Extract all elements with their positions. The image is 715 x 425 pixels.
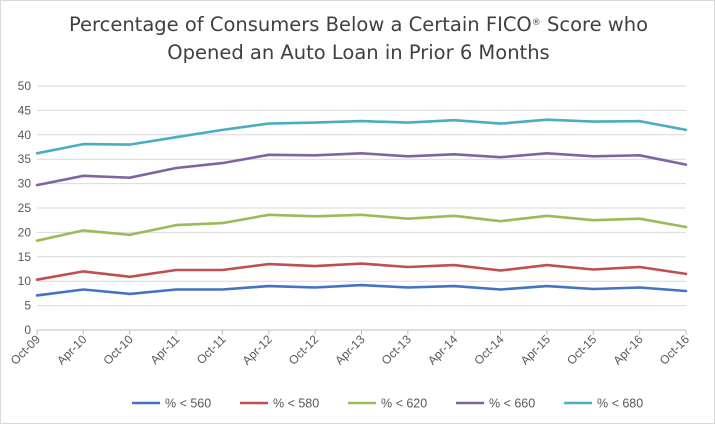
- x-tick-label: Oct-12: [286, 332, 322, 368]
- x-tick-label: Oct-13: [379, 332, 415, 368]
- chart-title-line2: Opened an Auto Loan in Prior 6 Months: [167, 41, 550, 64]
- chart-title: Percentage of Consumers Below a Certain …: [1, 11, 715, 67]
- legend-item-3: % < 620: [348, 397, 427, 411]
- series-line-5: [35, 118, 688, 155]
- x-tick-label: Apr-16: [610, 332, 646, 368]
- x-tick-label: Apr-10: [54, 332, 90, 368]
- x-tick-label: Oct-09: [8, 332, 44, 368]
- x-tick-label: Apr-11: [147, 332, 182, 367]
- x-tick-label: Apr-13: [332, 332, 368, 368]
- series-line-4: [35, 152, 688, 187]
- y-tick-label: 0: [24, 323, 31, 337]
- series-line-2: [35, 262, 688, 282]
- y-tick-label: 10: [18, 274, 32, 288]
- series-line-1: [35, 283, 688, 297]
- x-tick-label: Apr-12: [240, 332, 276, 368]
- y-tick-label: 40: [18, 128, 32, 142]
- legend-item-1: % < 560: [132, 397, 211, 411]
- y-tick-label: 20: [18, 225, 32, 239]
- y-tick-label: 45: [18, 103, 32, 117]
- series-line-3: [35, 213, 688, 242]
- legend-item-5: % < 680: [564, 397, 643, 411]
- legend-label: % < 580: [273, 397, 319, 411]
- x-tick-label: Oct-15: [564, 332, 600, 368]
- legend-item-2: % < 580: [240, 397, 319, 411]
- x-tick-label: Apr-14: [425, 332, 461, 368]
- legend-item-4: % < 660: [456, 397, 535, 411]
- x-tick-label: Apr-15: [518, 332, 554, 368]
- x-tick-label: Oct-14: [471, 332, 507, 368]
- y-tick-label: 15: [18, 250, 32, 264]
- y-tick-label: 30: [18, 177, 32, 191]
- x-tick-label: Oct-10: [100, 332, 136, 368]
- legend-label: % < 660: [489, 397, 535, 411]
- legend-label: % < 620: [381, 397, 427, 411]
- y-tick-label: 50: [18, 79, 32, 93]
- legend-label: % < 560: [165, 397, 211, 411]
- legend-label: % < 680: [597, 397, 643, 411]
- x-tick-label: Oct-11: [194, 332, 229, 367]
- y-tick-label: 35: [18, 152, 32, 166]
- x-tick-label: Oct-16: [657, 332, 693, 368]
- y-tick-label: 5: [24, 299, 31, 313]
- chart-title-line1: Percentage of Consumers Below a Certain …: [68, 13, 649, 36]
- y-tick-label: 25: [18, 201, 32, 215]
